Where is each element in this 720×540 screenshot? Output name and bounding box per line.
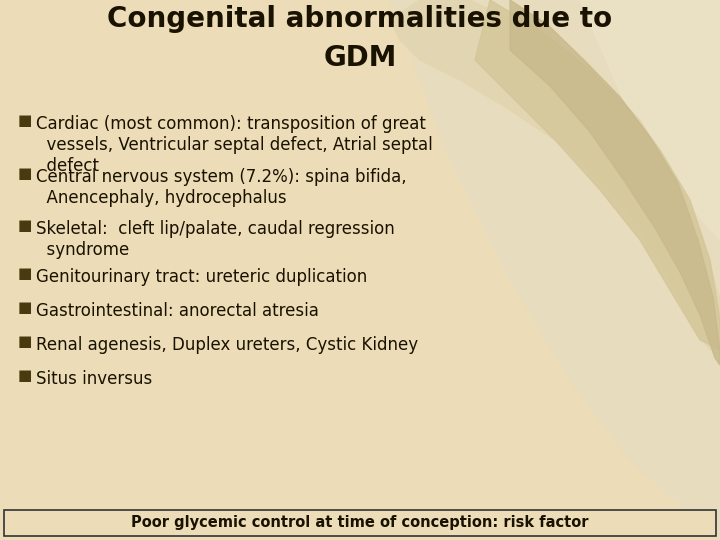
Text: Gastrointestinal: anorectal atresia: Gastrointestinal: anorectal atresia bbox=[36, 302, 319, 320]
Text: Poor glycemic control at time of conception: risk factor: Poor glycemic control at time of concept… bbox=[131, 516, 589, 530]
FancyBboxPatch shape bbox=[4, 510, 716, 536]
Text: ■: ■ bbox=[18, 166, 32, 181]
Polygon shape bbox=[580, 0, 720, 240]
Text: ■: ■ bbox=[18, 334, 32, 349]
Text: ■: ■ bbox=[18, 300, 32, 315]
Text: Congenital abnormalities due to
GDM: Congenital abnormalities due to GDM bbox=[107, 5, 613, 72]
Text: Genitourinary tract: ureteric duplication: Genitourinary tract: ureteric duplicatio… bbox=[36, 268, 367, 286]
Text: ■: ■ bbox=[18, 266, 32, 281]
Polygon shape bbox=[390, 0, 720, 540]
Polygon shape bbox=[510, 0, 720, 365]
Text: ■: ■ bbox=[18, 218, 32, 233]
Text: ■: ■ bbox=[18, 368, 32, 383]
Polygon shape bbox=[390, 0, 720, 350]
Text: Central nervous system (7.2%): spina bifida,
  Anencephaly, hydrocephalus: Central nervous system (7.2%): spina bif… bbox=[36, 168, 407, 207]
Text: Situs inversus: Situs inversus bbox=[36, 370, 152, 388]
Text: Skeletal:  cleft lip/palate, caudal regression
  syndrome: Skeletal: cleft lip/palate, caudal regre… bbox=[36, 220, 395, 259]
Text: Cardiac (most common): transposition of great
  vessels, Ventricular septal defe: Cardiac (most common): transposition of … bbox=[36, 115, 433, 174]
Text: ■: ■ bbox=[18, 113, 32, 128]
Polygon shape bbox=[475, 0, 720, 350]
Text: Renal agenesis, Duplex ureters, Cystic Kidney: Renal agenesis, Duplex ureters, Cystic K… bbox=[36, 336, 418, 354]
